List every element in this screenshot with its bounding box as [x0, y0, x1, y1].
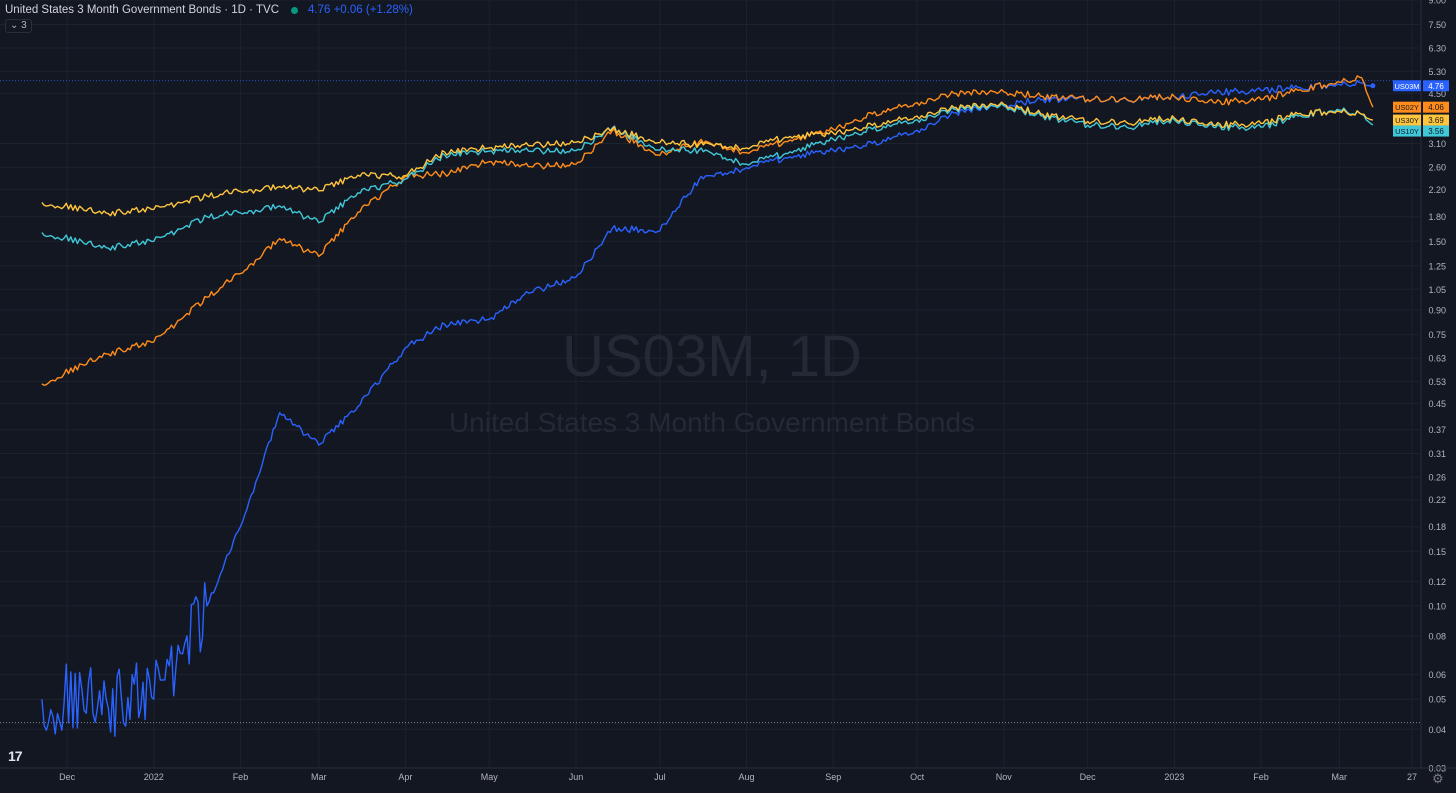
y-tick-label: 0.04 — [1428, 725, 1446, 735]
price-change: 4.76 +0.06 (+1.28%) — [308, 4, 413, 16]
series-name-tag — [1393, 101, 1421, 113]
y-tick-label: 1.50 — [1428, 237, 1446, 247]
x-tick-label: Nov — [996, 772, 1013, 782]
y-tick-label: 0.26 — [1428, 473, 1446, 483]
x-tick-label: 2022 — [144, 772, 164, 782]
y-tick-label: 0.63 — [1428, 354, 1446, 364]
x-axis[interactable]: Dec 2022 Feb Mar Apr May Jun Jul Aug Sep Oct Nov Dec… — [0, 767, 1456, 782]
y-tick-label: 7.50 — [1428, 20, 1446, 30]
x-tick-label: May — [481, 772, 499, 782]
y-tick-label: 1.05 — [1428, 285, 1446, 295]
x-tick-label: Jul — [654, 772, 666, 782]
tradingview-logo-icon[interactable]: 17 — [8, 748, 23, 764]
series-line-us02y — [41, 75, 1374, 386]
series-price-label: 4.06 — [1428, 103, 1444, 112]
x-tick-label: Feb — [1253, 772, 1269, 782]
y-tick-label: 0.06 — [1428, 670, 1446, 680]
y-tick-label: 2.60 — [1428, 163, 1446, 173]
series-name-tag — [1393, 125, 1421, 137]
series-name-label: US30Y — [1395, 116, 1419, 125]
y-tick-label: 1.80 — [1428, 212, 1446, 222]
settings-gear-icon[interactable]: ⚙ — [1432, 771, 1444, 786]
x-tick-label: 2023 — [1164, 772, 1184, 782]
series-name-tag — [1393, 114, 1421, 126]
y-tick-label: 1.25 — [1428, 261, 1446, 271]
series-price-tag — [1423, 80, 1449, 92]
y-tick-label: 0.75 — [1428, 330, 1446, 340]
series-line-us10y — [41, 102, 1374, 251]
series-name-label: US02Y — [1395, 103, 1419, 112]
y-tick-label: 0.37 — [1428, 425, 1446, 435]
x-tick-label: Dec — [59, 772, 76, 782]
x-tick-label: Apr — [398, 772, 412, 782]
y-tick-label: 0.90 — [1428, 306, 1446, 316]
grid — [0, 0, 1420, 769]
y-tick-label: 2.20 — [1428, 185, 1446, 195]
x-tick-label: Mar — [311, 772, 327, 782]
series-price-label: 4.76 — [1428, 82, 1444, 91]
y-tick-label: 0.10 — [1428, 601, 1446, 611]
x-tick-label: Sep — [825, 772, 841, 782]
watermark-symbol: US03M, 1D — [562, 324, 862, 389]
x-tick-label: Jun — [569, 772, 584, 782]
series-price-label: 3.69 — [1428, 116, 1444, 125]
y-tick-label: 6.30 — [1428, 44, 1446, 54]
collapse-indicators-button[interactable]: ⌄ 3 — [5, 19, 32, 33]
y-tick-label: 0.12 — [1428, 577, 1446, 587]
watermark: US03M, 1D United States 3 Month Governme… — [449, 324, 975, 438]
y-tick-label: 0.53 — [1428, 377, 1446, 387]
series-name-label: US03M — [1394, 82, 1419, 91]
last-point-marker — [1370, 83, 1376, 89]
series-name-tag — [1393, 80, 1421, 92]
series-price-label: 3.56 — [1428, 127, 1444, 136]
x-tick-label: Aug — [739, 772, 755, 782]
y-tick-label: 3.10 — [1428, 139, 1446, 149]
series-line-us30y — [41, 101, 1374, 217]
y-tick-label: 4.50 — [1428, 89, 1446, 99]
symbol-title[interactable]: United States 3 Month Government Bonds ·… — [5, 4, 279, 16]
x-tick-label: 27 — [1407, 772, 1417, 782]
x-tick-label: Oct — [910, 772, 925, 782]
x-tick-label: Dec — [1080, 772, 1097, 782]
y-tick-label: 0.31 — [1428, 449, 1446, 459]
watermark-name: United States 3 Month Government Bonds — [449, 407, 975, 438]
market-status-icon — [291, 6, 298, 14]
series-name-label: US10Y — [1395, 127, 1419, 136]
y-tick-label: 0.18 — [1428, 522, 1446, 532]
y-tick-label: 0.45 — [1428, 399, 1446, 409]
x-tick-label: Feb — [233, 772, 249, 782]
y-tick-label: 0.15 — [1428, 547, 1446, 557]
y-tick-label: 0.05 — [1428, 695, 1446, 705]
x-tick-label: Mar — [1332, 772, 1348, 782]
y-tick-label: 5.30 — [1428, 67, 1446, 77]
series-lines — [41, 75, 1376, 737]
y-tick-label: 9.00 — [1428, 0, 1446, 6]
price-labels: US03M 4.76 US02Y 4.06 US30Y 3.69 US10Y 3.56 — [1393, 80, 1449, 137]
y-tick-label: 0.22 — [1428, 495, 1446, 505]
series-price-tag — [1423, 101, 1449, 113]
series-price-tag — [1423, 125, 1449, 137]
y-tick-label: 0.08 — [1428, 631, 1446, 641]
series-price-tag — [1423, 114, 1449, 126]
chart-header: United States 3 Month Government Bonds ·… — [5, 4, 413, 16]
